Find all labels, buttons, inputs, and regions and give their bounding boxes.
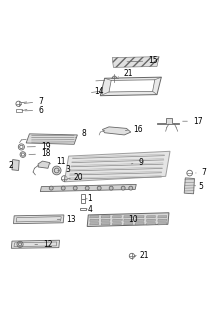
Text: 8: 8 [76,129,87,138]
Text: 16: 16 [125,125,143,134]
Polygon shape [90,216,99,218]
Polygon shape [124,223,133,225]
Text: 12: 12 [35,240,53,249]
Circle shape [129,186,133,190]
Polygon shape [157,118,179,124]
Polygon shape [102,127,131,135]
Polygon shape [90,219,99,221]
Circle shape [49,186,53,190]
Polygon shape [158,216,167,218]
Text: 13: 13 [57,215,75,224]
Polygon shape [135,216,144,218]
Polygon shape [101,219,110,221]
Polygon shape [135,219,144,221]
Text: 14: 14 [94,87,103,97]
Text: 6: 6 [25,106,43,115]
Polygon shape [146,216,155,218]
Text: 4: 4 [87,204,92,213]
Text: 5: 5 [194,182,203,191]
Polygon shape [101,223,110,225]
Polygon shape [112,219,121,221]
Text: 20: 20 [68,173,83,182]
Polygon shape [112,57,159,67]
Text: 21: 21 [118,69,133,78]
Polygon shape [146,219,155,221]
Text: 15: 15 [127,56,158,65]
Polygon shape [124,219,133,221]
Polygon shape [90,223,99,225]
Text: 10: 10 [122,215,138,224]
Polygon shape [158,223,167,225]
Text: 1: 1 [85,194,92,203]
Circle shape [109,186,113,190]
Text: 7: 7 [196,168,206,177]
Text: 7: 7 [24,97,43,106]
Polygon shape [109,80,155,92]
Polygon shape [40,184,136,192]
Circle shape [61,186,65,190]
Polygon shape [14,215,64,224]
Polygon shape [12,160,19,171]
Text: 2: 2 [8,161,13,170]
Circle shape [73,186,77,190]
Circle shape [121,186,125,190]
Text: 3: 3 [58,165,70,174]
Circle shape [52,166,61,175]
Polygon shape [100,77,161,96]
Text: 11: 11 [50,157,66,166]
Polygon shape [38,161,50,168]
Polygon shape [26,134,77,144]
Polygon shape [158,219,167,221]
Polygon shape [11,240,60,248]
Text: 9: 9 [131,158,143,167]
Polygon shape [112,223,121,225]
Text: 19: 19 [27,142,51,151]
Circle shape [85,186,89,190]
Polygon shape [87,213,169,227]
Polygon shape [64,151,170,182]
Text: 18: 18 [29,149,51,158]
Polygon shape [112,216,121,218]
Polygon shape [135,223,144,225]
Polygon shape [184,178,194,194]
Text: 21: 21 [135,251,149,260]
Polygon shape [101,216,110,218]
Circle shape [97,186,101,190]
Polygon shape [124,216,133,218]
Text: 17: 17 [183,117,203,126]
Polygon shape [146,223,155,225]
